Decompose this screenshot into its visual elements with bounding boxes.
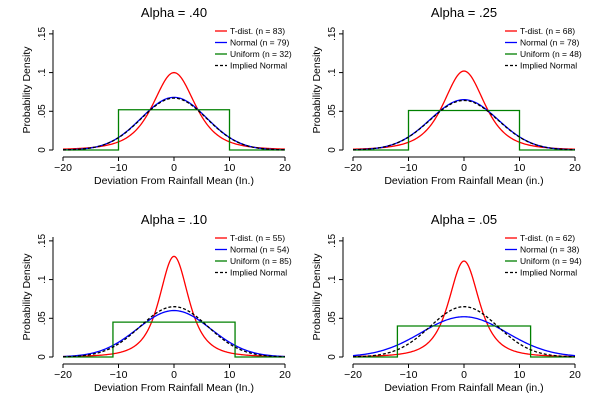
series-line-normal [62,309,286,358]
chart-title: Alpha = .40 [141,5,207,20]
y-axis-label: Probability Density [21,253,33,341]
legend-label: Uniform (n = 94) [520,256,582,266]
x-axis-label: Deviation From Rainfall Mean (In.) [94,175,254,187]
chart-title: Alpha = .05 [431,212,497,227]
x-tick-label: −20 [344,369,362,381]
y-axis-label: Probability Density [311,253,323,341]
y-tick-label: .15 [327,26,338,40]
series-line-t [62,255,286,358]
series-line-uniform [63,109,285,151]
y-tick-label: .1 [327,275,338,284]
chart-panel-1: Alpha = .40 0 .05 .1 .15 Probability Density −… [21,5,292,187]
x-tick-label: 10 [224,369,236,381]
y-axis-label: Probability Density [311,46,323,134]
series-line-normal [62,96,286,151]
x-tick-label: 10 [224,162,236,174]
x-tick-label: 20 [279,369,291,381]
x-tick-label: 20 [569,162,581,174]
y-tick-label: .05 [37,104,48,118]
x-tick-label: 20 [569,369,581,381]
series-line-uniform [63,321,285,358]
series-line-normal [352,99,576,151]
legend-label: Normal (n = 54) [230,245,289,255]
legend-label: Normal (n = 78) [520,38,579,48]
legend-label: Uniform (n = 85) [230,256,292,266]
x-tick-label: 0 [461,162,467,174]
x-tick-label: −10 [400,162,418,174]
legend-label: T-dist. (n = 83) [230,26,285,36]
legend-label: T-dist. (n = 68) [520,26,575,36]
chart-panel-2: Alpha = .25 0 .05 .1 .15 Probability Density −… [311,5,582,187]
series-line-t [352,260,576,358]
series-line-uniform [353,325,575,358]
chart-title: Alpha = .10 [141,212,207,227]
y-tick-label: .05 [327,104,338,118]
legend-label: Normal (n = 79) [230,38,289,48]
chart-title: Alpha = .25 [431,5,497,20]
x-tick-label: 10 [514,369,526,381]
y-tick-label: 0 [327,354,338,360]
y-tick-label: .15 [37,233,48,247]
x-axis-label: Deviation From Rainfall Mean (in.) [384,175,543,187]
legend-label: T-dist. (n = 62) [520,233,575,243]
y-tick-label: 0 [37,147,48,153]
legend-label: T-dist. (n = 55) [230,233,285,243]
y-tick-label: .05 [327,311,338,325]
legend-label: Implied Normal [230,61,287,71]
series-line-t [352,70,576,150]
y-tick-label: .15 [37,26,48,40]
x-tick-label: 0 [461,369,467,381]
x-tick-label: −10 [110,162,128,174]
y-tick-label: .1 [37,68,48,77]
x-tick-label: −10 [400,369,418,381]
legend-label: Implied Normal [230,268,287,278]
series-line-t [62,71,286,150]
y-tick-label: .1 [37,275,48,284]
x-axis-label: Deviation From Rainfall Mean (in.) [384,382,543,394]
series-line-uniform [353,109,575,151]
legend-label: Implied Normal [520,61,577,71]
y-tick-label: .1 [327,68,338,77]
legend-label: Normal (n = 38) [520,245,579,255]
y-axis-label: Probability Density [21,46,33,134]
x-tick-label: −10 [110,369,128,381]
x-tick-label: −20 [344,162,362,174]
x-tick-label: −20 [54,162,72,174]
chart-panel-4: Alpha = .05 0 .05 .1 .15 Probability Density −… [311,212,582,394]
chart-panel-3: Alpha = .10 0 .05 .1 .15 Probability Density −… [21,212,292,394]
legend-label: Implied Normal [520,268,577,278]
y-tick-label: 0 [37,354,48,360]
x-tick-label: 0 [171,162,177,174]
y-tick-label: .15 [327,233,338,247]
x-axis-label: Deviation From Rainfall Mean (In.) [94,382,254,394]
x-tick-label: −20 [54,369,72,381]
series-line-normal [352,316,576,357]
y-tick-label: .05 [37,311,48,325]
series-line-normal-implied [352,306,576,358]
legend-label: Uniform (n = 32) [230,49,292,59]
y-tick-label: 0 [327,147,338,153]
x-tick-label: 20 [279,162,291,174]
x-tick-label: 10 [514,162,526,174]
series-line-normal-implied [62,97,286,151]
series-line-normal-implied [352,99,576,151]
series-line-normal-implied [62,306,286,358]
x-tick-label: 0 [171,369,177,381]
legend-label: Uniform (n = 48) [520,49,582,59]
